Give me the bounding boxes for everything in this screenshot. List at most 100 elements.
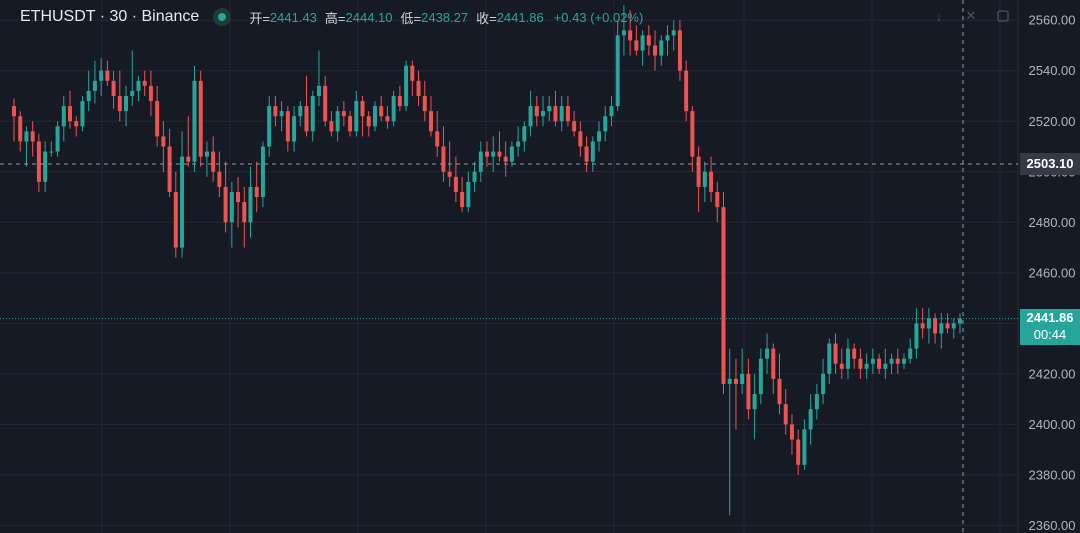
candle-down <box>453 176 458 192</box>
candle-down <box>68 106 73 122</box>
candle-down <box>186 156 191 162</box>
down-arrow-icon[interactable]: ↓ <box>935 8 943 24</box>
candle-up <box>615 35 620 107</box>
candle-up <box>192 80 197 162</box>
candle-up <box>404 65 409 107</box>
candle-down <box>416 80 421 96</box>
candle-down <box>733 378 738 384</box>
candle-up <box>124 95 129 112</box>
candle-up <box>951 323 956 329</box>
candle-up <box>99 70 104 81</box>
price-lines <box>0 0 1018 533</box>
close-value: 2441.86 <box>496 9 544 25</box>
candle-down <box>877 358 882 369</box>
candle-up <box>292 116 297 142</box>
candle-up <box>914 323 919 349</box>
candle-down <box>839 363 844 369</box>
candle-down <box>341 111 346 117</box>
candle-up <box>845 348 850 369</box>
candle-up <box>528 106 533 127</box>
candle-up <box>310 95 315 132</box>
chart-toolbar: ↓ ✕ <box>930 8 1012 24</box>
candle-up <box>49 151 54 153</box>
candle-up <box>621 30 626 36</box>
y-tick-label: 2480.00 <box>1029 215 1076 230</box>
candle-down <box>155 101 160 137</box>
candle-down <box>534 106 539 117</box>
candle-down <box>366 116 371 127</box>
candle-down <box>211 151 216 172</box>
close-icon[interactable]: ✕ <box>965 8 977 23</box>
candle-down <box>217 171 222 187</box>
candle-down <box>852 348 857 359</box>
candle-down <box>777 378 782 405</box>
candle-down <box>142 80 147 86</box>
y-tick-label: 2400.00 <box>1029 417 1076 432</box>
candle-up <box>354 101 359 132</box>
candle-up <box>821 373 826 395</box>
candle-up <box>671 30 676 36</box>
candle-up <box>808 409 813 430</box>
crosshair-price-tag: 2503.10 <box>1020 152 1080 175</box>
y-tick-label: 2560.00 <box>1029 13 1076 28</box>
candle-up <box>136 80 141 91</box>
candle-up <box>372 106 377 127</box>
candle-down <box>646 35 651 46</box>
candle-up <box>80 101 85 127</box>
candle-up <box>597 131 602 142</box>
candle-up <box>55 126 60 152</box>
candle-down <box>435 131 440 147</box>
candle-up <box>92 80 97 91</box>
candle-down <box>796 439 801 465</box>
candle-down <box>385 116 390 122</box>
candle-down <box>771 348 776 379</box>
candle-up <box>559 106 564 122</box>
candle-up <box>509 146 514 162</box>
y-tick-label: 2360.00 <box>1029 518 1076 533</box>
candle-up <box>391 95 396 122</box>
fullscreen-icon[interactable] <box>994 8 1012 24</box>
candle-down <box>895 358 900 364</box>
candle-down <box>329 121 334 132</box>
candle-down <box>173 191 178 248</box>
candle-down <box>497 151 502 157</box>
candle-down <box>920 323 925 329</box>
candle-up <box>958 318 962 324</box>
candle-down <box>285 111 290 142</box>
candle-up <box>659 40 664 56</box>
open-value: 2441.43 <box>269 9 317 25</box>
low-value: 2438.27 <box>421 9 469 25</box>
candle-up <box>491 151 496 157</box>
candle-down <box>254 186 259 198</box>
candle-up <box>765 348 770 359</box>
candle-down <box>422 95 427 112</box>
candle-down <box>833 343 838 364</box>
symbol-title[interactable]: ETHUSDT · 30 · Binance <box>20 8 200 25</box>
candle-up <box>752 394 757 410</box>
candles <box>12 5 962 516</box>
candle-down <box>167 146 172 192</box>
candle-up <box>802 429 807 465</box>
candle-up <box>883 363 888 369</box>
candle-down <box>858 358 863 369</box>
candle-up <box>472 171 477 182</box>
y-tick-label: 2380.00 <box>1029 467 1076 482</box>
candle-up <box>522 126 527 142</box>
last-price-value: 2441.86 <box>1026 309 1074 325</box>
candle-down <box>572 121 577 132</box>
candle-up <box>939 323 944 334</box>
candle-down <box>148 85 153 102</box>
candle-up <box>727 378 732 384</box>
candle-up <box>827 343 832 374</box>
bar-countdown: 00:44 <box>1033 326 1067 342</box>
candle-down <box>789 424 794 440</box>
candle-up <box>466 181 471 208</box>
y-tick-label: 2420.00 <box>1029 366 1076 381</box>
candle-down <box>323 85 328 122</box>
candle-down <box>677 30 682 71</box>
low-label: 低= <box>400 10 422 26</box>
open-label: 开= <box>249 10 270 26</box>
candle-down <box>273 106 278 117</box>
